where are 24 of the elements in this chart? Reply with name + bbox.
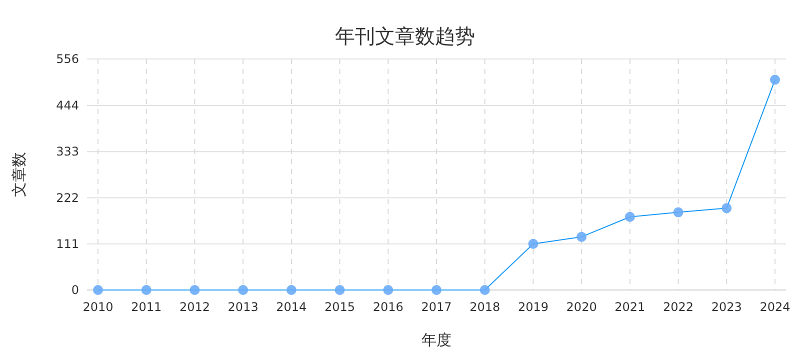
y-tick-label: 333 xyxy=(56,144,79,159)
x-tick-label: 2021 xyxy=(614,300,646,314)
x-tick-label: 2017 xyxy=(421,300,452,314)
x-tick-label: 2016 xyxy=(372,300,404,314)
y-tick-label: 444 xyxy=(56,98,79,113)
x-tick-label: 2013 xyxy=(228,300,258,314)
chart-title: 年刊文章数趋势 xyxy=(335,24,475,48)
y-tick-label: 0 xyxy=(71,283,79,297)
x-tick-label: 2012 xyxy=(179,300,210,314)
x-tick-label: 2018 xyxy=(470,300,500,314)
y-tick-label: 222 xyxy=(56,190,79,205)
x-tick-label: 2023 xyxy=(711,300,742,314)
x-axis-title: 年度 xyxy=(422,331,452,349)
y-tick-label: 556 xyxy=(56,52,79,66)
x-tick-label: 2019 xyxy=(518,300,548,314)
y-axis-title: 文章数 xyxy=(10,152,28,197)
x-tick-label: 2010 xyxy=(82,300,114,314)
x-tick-label: 2011 xyxy=(131,300,162,314)
x-tick-label: 2024 xyxy=(760,300,790,314)
x-tick-label: 2015 xyxy=(324,300,356,314)
x-tick-label: 2020 xyxy=(566,300,597,314)
y-tick-label: 111 xyxy=(56,236,79,251)
x-tick-label: 2022 xyxy=(663,300,694,314)
x-tick-label: 2014 xyxy=(276,300,307,314)
